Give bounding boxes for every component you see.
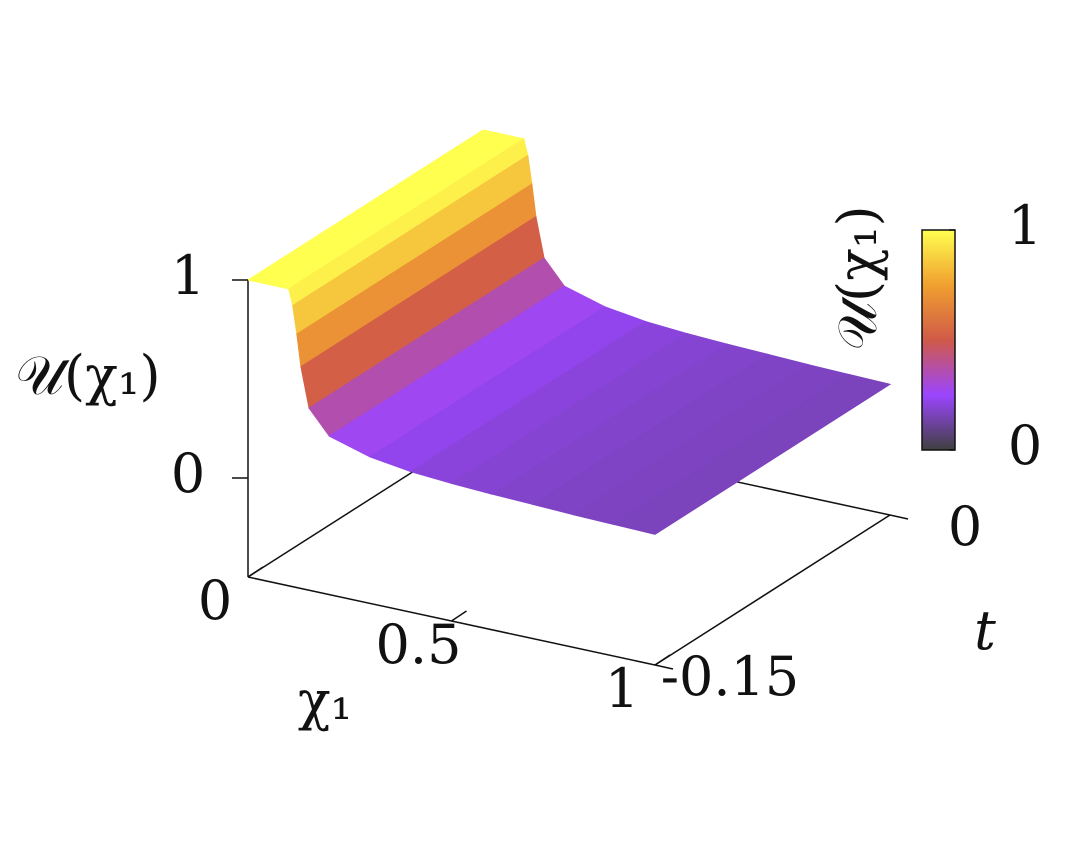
z-tick-label: 1	[171, 244, 205, 307]
x-tick	[247, 566, 264, 578]
y-tick	[889, 514, 909, 520]
colorbar-tick-label: 0	[1008, 414, 1042, 477]
colorbar	[921, 229, 956, 451]
x-axis-label: χ₁	[298, 669, 352, 732]
x-tick	[654, 654, 671, 666]
x-tick-label: 0.5	[376, 613, 462, 676]
y-axis-label: t	[974, 599, 996, 662]
colorbar-tick-label: 1	[1008, 194, 1042, 257]
y-tick-label: -0.15	[661, 645, 799, 708]
y-tick	[654, 664, 674, 670]
z-axis-label: 𝒰(χ₁)	[15, 344, 160, 407]
surface-patch	[613, 373, 892, 535]
colorbar-label: 𝒰(χ₁)	[826, 205, 889, 350]
y-axis	[654, 514, 891, 666]
y-tick-label: 0	[948, 495, 982, 558]
x-tick	[451, 610, 467, 622]
x-tick-label: 1	[605, 657, 639, 720]
z-tick-label: 0	[171, 442, 205, 505]
x-tick-label: 0	[198, 569, 232, 632]
